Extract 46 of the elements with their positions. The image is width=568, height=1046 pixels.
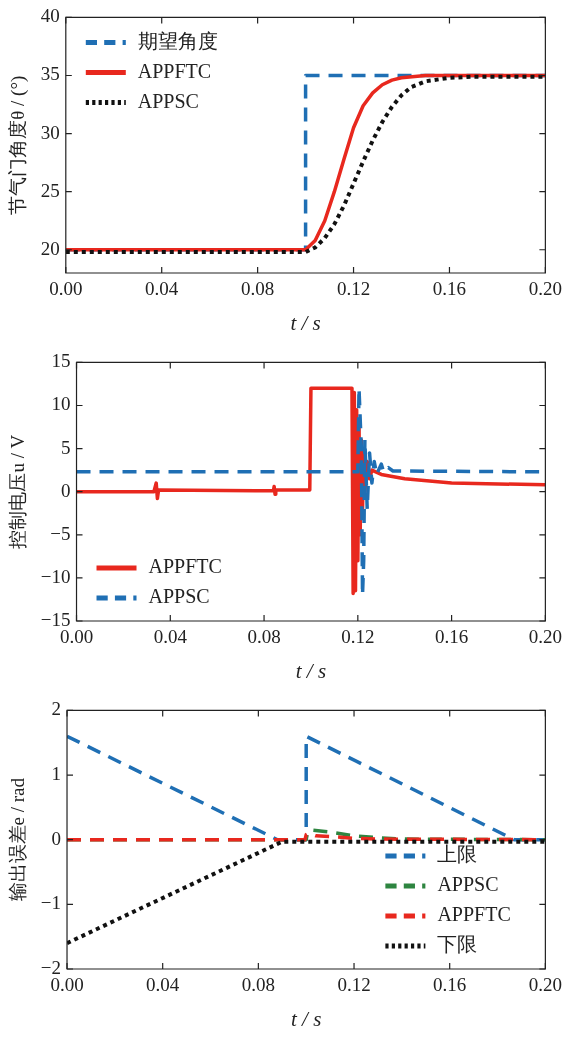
legend-label: APPFTC [148, 555, 222, 578]
y-tick-label: 5 [61, 436, 71, 458]
legend-label: 期望角度 [137, 29, 218, 52]
y-tick-label: 25 [40, 179, 60, 201]
y-tick-label: 35 [40, 63, 60, 85]
y-tick-label: 1 [51, 763, 62, 785]
x-tick-label: 0.20 [528, 974, 562, 996]
x-tick-label: 0.16 [434, 626, 469, 648]
legend-label: APPSC [437, 873, 499, 896]
y-axis-title: 控制电压u / V [7, 434, 29, 549]
legend-label: 上限 [437, 843, 478, 866]
x-tick-label: 0.08 [241, 974, 275, 996]
y-tick-label: 0 [51, 827, 62, 849]
x-tick-label: 0.20 [528, 278, 562, 300]
x-tick-label: 0.04 [146, 974, 180, 996]
y-tick-label: −1 [40, 892, 62, 914]
x-axis-title: t / s [290, 310, 321, 335]
x-tick-label: 0.08 [247, 626, 281, 648]
y-tick-label: 2 [51, 698, 62, 720]
y-tick-label: 15 [51, 350, 71, 372]
y-tick-label: 30 [40, 121, 60, 143]
y-tick-label: 10 [51, 393, 71, 415]
x-tick-label: 0.16 [432, 278, 467, 300]
x-tick-label: 0.12 [337, 974, 371, 996]
x-axis-title: t / s [291, 1006, 322, 1031]
y-tick-label: 20 [40, 237, 60, 259]
y-axis-title: 输出误差e / rad [7, 777, 29, 902]
legend-label: 下限 [437, 933, 478, 956]
legend-label: APPFTC [437, 903, 511, 926]
x-tick-label: 0.12 [341, 626, 375, 648]
x-tick-label: 0.04 [145, 278, 179, 300]
y-tick-label: 40 [40, 5, 60, 27]
legend-label: APPSC [148, 585, 210, 608]
x-tick-label: 0.04 [153, 626, 188, 648]
x-axis-title: t / s [295, 658, 327, 683]
legend-label: APPFTC [137, 59, 212, 82]
y-tick-label: −5 [50, 522, 71, 544]
y-tick-label: −10 [40, 565, 71, 587]
x-tick-label: 0.00 [49, 278, 83, 300]
x-tick-label: 0.16 [433, 974, 467, 996]
x-tick-label: 0.12 [336, 278, 371, 300]
x-tick-label: 0.20 [528, 626, 562, 648]
x-tick-label: 0.08 [241, 278, 275, 300]
y-axis-title: 节气门角度θ / (°) [7, 75, 30, 215]
y-tick-label: 0 [61, 479, 71, 501]
legend-label: APPSC [137, 89, 199, 112]
